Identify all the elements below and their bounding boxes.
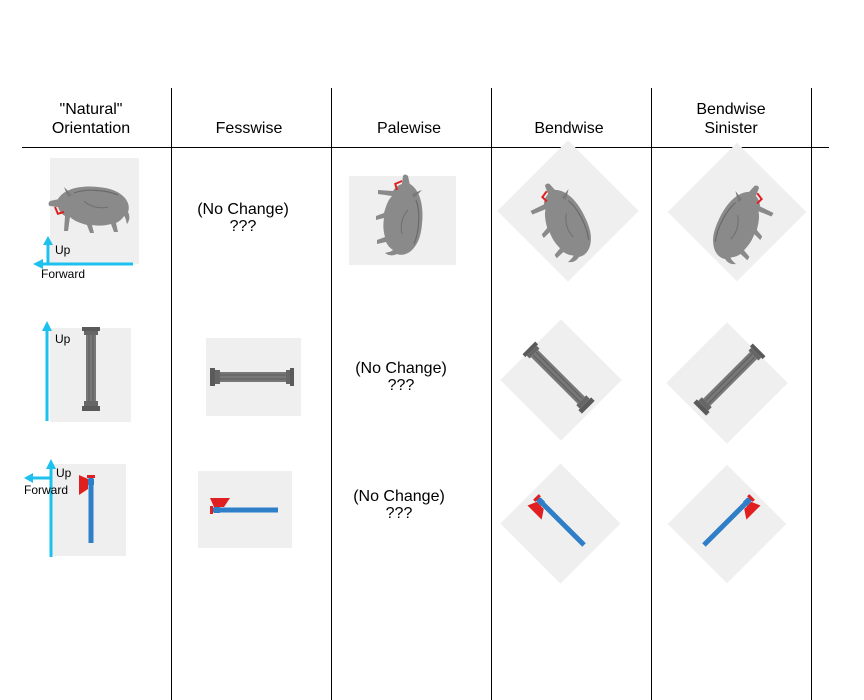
header-line: Palewise [376, 120, 442, 137]
boar-icon [375, 173, 424, 257]
unknown-text: ??? [385, 505, 413, 522]
column-icon [522, 341, 596, 415]
forward-label: Forward [24, 483, 69, 497]
boar-icon [520, 174, 603, 270]
header-line: Sinister [704, 120, 758, 137]
axe-icon [79, 475, 95, 543]
axe-icon [527, 494, 587, 554]
column-divider [331, 88, 332, 700]
header-line: Bendwise [696, 101, 766, 118]
no-change-text: (No Change) [355, 360, 447, 377]
boar-icon [47, 185, 131, 234]
column-icon [692, 343, 766, 417]
header-line: Bendwise [534, 120, 604, 137]
forward-arrow-icon [33, 259, 133, 269]
no-change-text: (No Change) [353, 488, 445, 505]
up-label: Up [56, 466, 72, 480]
up-label: Up [55, 243, 71, 257]
no-change-note: (No Change) ??? [178, 201, 308, 235]
header-line: "Natural" [59, 101, 123, 118]
unknown-text: ??? [387, 377, 415, 394]
boar-icon [701, 176, 784, 272]
header-bendwise: Bendwise [494, 96, 644, 138]
header-bendwise-sinister: Bendwise Sinister [656, 96, 806, 138]
no-change-text: (No Change) [197, 201, 289, 218]
no-change-note: (No Change) ??? [334, 488, 464, 522]
header-line: Orientation [51, 120, 131, 137]
header-palewise: Palewise [334, 96, 484, 138]
header-divider [22, 147, 829, 148]
column-icon [209, 367, 295, 387]
no-change-note: (No Change) ??? [336, 360, 466, 394]
column-divider [171, 88, 172, 700]
unknown-text: ??? [229, 218, 257, 235]
up-arrow-icon [43, 236, 53, 265]
up-arrow-icon [42, 321, 52, 421]
header-natural-orientation: "Natural" Orientation [16, 96, 166, 138]
column-divider [651, 88, 652, 700]
up-label: Up [55, 332, 71, 346]
forward-label: Forward [41, 267, 86, 281]
header-fesswise: Fesswise [174, 96, 324, 138]
header-line: Fesswise [215, 120, 283, 137]
column-divider [491, 88, 492, 700]
axe-icon [701, 494, 761, 554]
column-divider [811, 88, 812, 700]
up-arrow-icon [46, 459, 56, 557]
forward-arrow-icon [24, 473, 51, 483]
column-icon [81, 326, 101, 412]
axe-icon [210, 498, 278, 514]
